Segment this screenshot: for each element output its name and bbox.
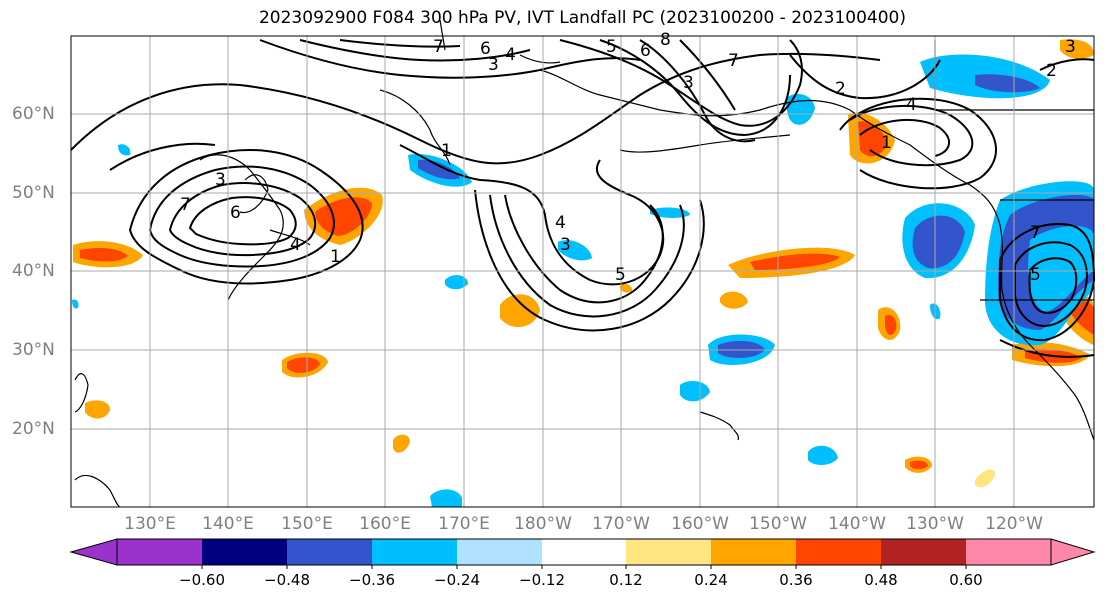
ivt-shading: [72, 39, 1094, 507]
lon-label: 170°W: [592, 514, 650, 534]
colorbar-segment: [711, 539, 796, 565]
colorbar: [69, 538, 1096, 569]
contour-label: 4: [505, 45, 516, 65]
contour-label: 5: [1030, 265, 1041, 285]
contour-label: 1: [330, 247, 341, 267]
colorbar-tick-label: −0.60: [179, 571, 225, 589]
colorbar-segment: [881, 539, 966, 565]
lon-label: 180°W: [514, 514, 572, 534]
colorbar-tick-label: 0.24: [694, 571, 728, 589]
colorbar-segment: [626, 539, 711, 565]
grid-lines: [71, 36, 1094, 507]
colorbar-tick-label: −0.48: [264, 571, 310, 589]
lon-label: 130°E: [124, 514, 176, 534]
contour-label: 3: [683, 73, 694, 93]
lon-label: 160°E: [359, 514, 411, 534]
colorbar-tick-label: 0.36: [779, 571, 813, 589]
colorbar-segment: [202, 539, 287, 565]
map-border: [70, 35, 1095, 508]
colorbar-segment: [372, 539, 457, 565]
lat-label: 60°N: [12, 104, 55, 124]
lon-label: 160°W: [671, 514, 729, 534]
colorbar-tick-label: 0.60: [949, 571, 983, 589]
colorbar-segment: [287, 539, 372, 565]
contour-label: 4: [290, 235, 301, 255]
contour-label: 7: [728, 51, 739, 71]
colorbar-tick-label: −0.12: [519, 571, 565, 589]
contour-label: 3: [488, 55, 499, 75]
contour-label: 3: [1065, 37, 1076, 57]
contour-label: 7: [433, 37, 444, 57]
map-title: 2023092900 F084 300 hPa PV, IVT Landfall…: [258, 8, 906, 28]
lat-label: 20°N: [12, 419, 55, 439]
lon-label: 150°W: [749, 514, 807, 534]
contour-label: 5: [606, 37, 617, 57]
contour-label: 1: [441, 141, 452, 161]
contour-label: 4: [555, 213, 566, 233]
colorbar-segment: [457, 539, 542, 565]
contour-label: 6: [230, 203, 241, 223]
lon-label: 120°W: [985, 514, 1043, 534]
colorbar-segment: [966, 539, 1051, 565]
lat-label: 40°N: [12, 261, 55, 281]
colorbar-tick-label: 0.48: [864, 571, 898, 589]
colorbar-min-arrow: [69, 538, 118, 566]
contour-label: 2: [1046, 61, 1057, 81]
colorbar-segment: [117, 539, 202, 565]
contour-label: 3: [215, 170, 226, 190]
contour-label: 5: [615, 265, 626, 285]
contour-label: 7: [1030, 223, 1041, 243]
colorbar-segment: [542, 539, 626, 565]
colorbar-max-arrow: [1050, 538, 1096, 566]
contour-label: 6: [640, 41, 651, 61]
lon-label: 140°E: [202, 514, 254, 534]
contour-label: 6: [480, 39, 491, 59]
contour-labels: 7 6 3 4 5 6 8 7 3 2 4 2 3 7 6 3 4 1 4 3 …: [180, 30, 1076, 285]
contour-label: 1: [881, 133, 892, 153]
colorbar-tick-label: −0.24: [434, 571, 480, 589]
lon-label: 170°E: [438, 514, 490, 534]
colorbar-tick-label: −0.36: [349, 571, 395, 589]
pv-contours: [70, 39, 1096, 358]
contour-label: 4: [906, 95, 917, 115]
colorbar-tick-label: 0.12: [609, 571, 643, 589]
lon-label: 150°E: [281, 514, 333, 534]
contour-label: 3: [560, 235, 571, 255]
lat-label: 30°N: [12, 340, 55, 360]
colorbar-segment: [796, 539, 881, 565]
contour-label: 2: [835, 79, 846, 99]
colorbar-border: [116, 538, 1052, 566]
lon-label: 140°W: [828, 514, 886, 534]
contour-label: 7: [180, 195, 191, 215]
contour-label: 8: [660, 30, 671, 50]
lat-label: 50°N: [12, 183, 55, 203]
lon-label: 130°W: [906, 514, 964, 534]
